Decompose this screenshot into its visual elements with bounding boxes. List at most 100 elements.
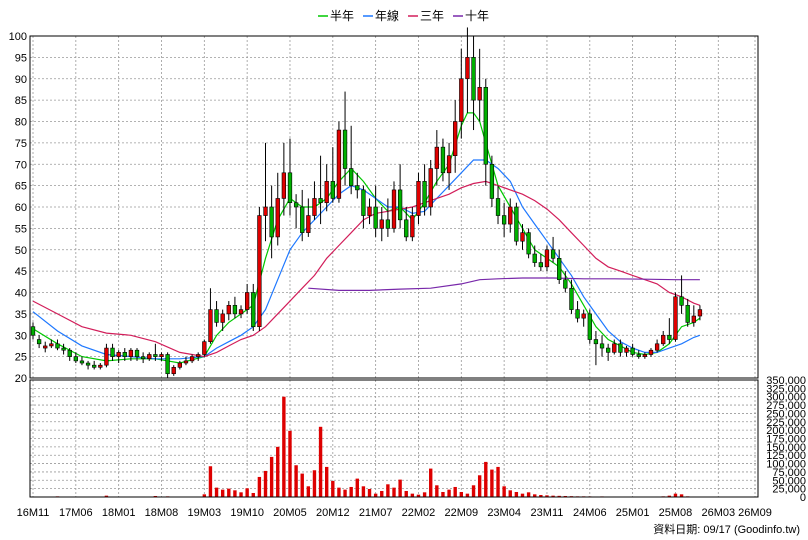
volume-bar bbox=[398, 479, 402, 497]
volume-bar bbox=[337, 487, 341, 497]
volume-bar bbox=[367, 488, 372, 497]
volume-bar bbox=[214, 487, 219, 497]
volume-panel-frame bbox=[29, 379, 759, 498]
candle-body bbox=[428, 168, 433, 208]
x-tick-label: 24M06 bbox=[573, 507, 607, 519]
candle-body bbox=[624, 347, 629, 353]
grid bbox=[30, 36, 758, 497]
volume-bar bbox=[153, 495, 158, 497]
volume-tick-label: 175,000 bbox=[766, 434, 806, 446]
price-tick-label: 70 bbox=[15, 159, 27, 171]
volume-tick-label: 275,000 bbox=[766, 400, 806, 412]
candle-body bbox=[483, 87, 488, 165]
volume-bar bbox=[514, 491, 519, 497]
x-tick-label: 20M12 bbox=[316, 507, 350, 519]
candle-body bbox=[685, 305, 690, 323]
candle-body bbox=[373, 206, 378, 229]
volume-bar bbox=[667, 495, 672, 497]
candle-body bbox=[153, 354, 158, 357]
x-tick-label: 25M01 bbox=[616, 507, 650, 519]
candle-body bbox=[520, 232, 525, 242]
volume-bar bbox=[276, 446, 280, 497]
candle-body bbox=[459, 78, 464, 122]
volume-bar bbox=[477, 475, 482, 497]
candle-body bbox=[679, 296, 684, 306]
volume-bar bbox=[404, 490, 408, 497]
candle-body bbox=[342, 129, 348, 169]
candle-body bbox=[501, 215, 507, 225]
candle-body bbox=[73, 356, 78, 362]
volume-bar bbox=[490, 469, 494, 497]
candle-body bbox=[214, 309, 219, 323]
legend-label: 年線 bbox=[375, 8, 399, 23]
x-tick-label: 23M11 bbox=[531, 507, 564, 519]
candle-body bbox=[575, 309, 580, 319]
candle-body bbox=[318, 198, 323, 204]
price-tick-label: 55 bbox=[15, 223, 27, 235]
volume-bar bbox=[533, 494, 537, 497]
price-tick-label: 20 bbox=[15, 373, 27, 385]
candle-body bbox=[159, 354, 164, 357]
candle-body bbox=[446, 155, 452, 174]
candle-body bbox=[134, 349, 140, 357]
legend-label: 半年 bbox=[330, 9, 354, 23]
legend-label: 三年 bbox=[420, 9, 444, 23]
candle-body bbox=[465, 57, 470, 80]
candle-body bbox=[183, 360, 189, 364]
candle-body bbox=[563, 279, 568, 289]
x-tick-label: 19M03 bbox=[188, 507, 222, 519]
candle-body bbox=[691, 315, 696, 323]
volume-bar bbox=[526, 492, 531, 497]
price-tick-label: 100 bbox=[9, 31, 27, 43]
volume-bar bbox=[557, 495, 561, 497]
candle-body bbox=[630, 347, 635, 355]
candle-body bbox=[495, 198, 501, 216]
candle-body bbox=[128, 349, 134, 357]
candle-body bbox=[434, 146, 439, 169]
candle-body bbox=[275, 198, 280, 238]
legend: 半年 年線 三年 十年 bbox=[318, 8, 489, 23]
candle-body bbox=[569, 287, 574, 310]
volume-bar bbox=[416, 494, 421, 497]
volume-bar bbox=[312, 470, 317, 497]
price-tick-label: 40 bbox=[15, 288, 27, 300]
volume-bar bbox=[269, 456, 274, 497]
candle-body bbox=[177, 362, 182, 368]
price-tick-label: 95 bbox=[15, 52, 27, 64]
x-tick-label: 21M07 bbox=[359, 507, 393, 519]
volume-bar bbox=[410, 493, 415, 497]
candle-body bbox=[557, 257, 562, 280]
candle-body bbox=[263, 206, 268, 216]
candle-body bbox=[220, 313, 225, 323]
candle-body bbox=[324, 181, 329, 204]
volume-bar bbox=[471, 485, 476, 497]
candle-body bbox=[238, 309, 244, 315]
volume-tick-label: 0 bbox=[800, 492, 806, 504]
candle-body bbox=[661, 334, 666, 345]
volume-tick-label: 325,000 bbox=[766, 383, 806, 395]
ma-line-ten-year bbox=[308, 277, 700, 291]
volume-bar bbox=[539, 494, 543, 497]
price-tick-label: 50 bbox=[15, 245, 27, 257]
candle-body bbox=[312, 198, 317, 216]
volume-tick-label: 25,000 bbox=[772, 484, 806, 496]
volume-bar bbox=[288, 430, 292, 497]
price-tick-label: 80 bbox=[15, 117, 27, 129]
candle-body bbox=[397, 189, 403, 221]
price-tick-label: 45 bbox=[15, 266, 27, 278]
candle-body bbox=[379, 219, 384, 229]
candle-body bbox=[293, 202, 299, 208]
volume-bar bbox=[422, 492, 427, 497]
candle-body bbox=[453, 121, 458, 157]
candle-body bbox=[667, 334, 672, 340]
x-tick-label: 26M09 bbox=[738, 507, 772, 519]
volume-bar bbox=[245, 488, 249, 497]
candle-body bbox=[116, 352, 121, 357]
x-tick-label: 18M08 bbox=[145, 507, 179, 519]
candle-body bbox=[489, 163, 495, 199]
candle-body bbox=[287, 172, 293, 204]
volume-bar bbox=[441, 491, 445, 497]
candle-body bbox=[477, 87, 482, 101]
candle-body bbox=[636, 354, 641, 357]
